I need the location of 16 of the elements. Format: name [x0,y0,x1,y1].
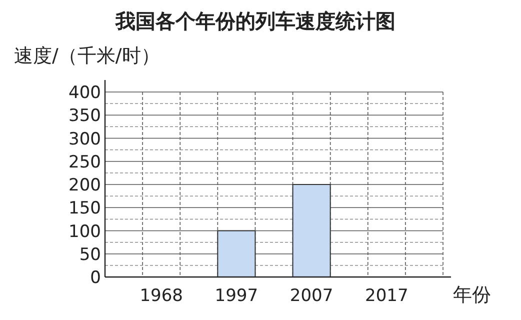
y-tick-label: 400 [68,83,101,103]
y-tick-label: 150 [68,198,101,219]
y-axis-title: 速度/（千米/时） [14,45,160,67]
y-tick-label: 200 [68,176,101,196]
y-tick-label: 0 [90,268,101,288]
chart-title: 我国各个年份的列车速度统计图 [114,9,396,33]
x-axis-title: 年份 [453,284,491,306]
y-tick-label: 300 [68,129,101,150]
y-tick-label: 250 [68,152,101,172]
y-tick-label: 350 [68,106,101,126]
x-tick-label: 2007 [290,286,334,306]
x-tick-label: 1968 [140,286,183,306]
x-tick-label: 1997 [214,286,258,306]
y-tick-label: 100 [68,222,101,242]
x-tick-label: 2017 [365,286,408,306]
y-tick-label: 50 [79,244,101,265]
